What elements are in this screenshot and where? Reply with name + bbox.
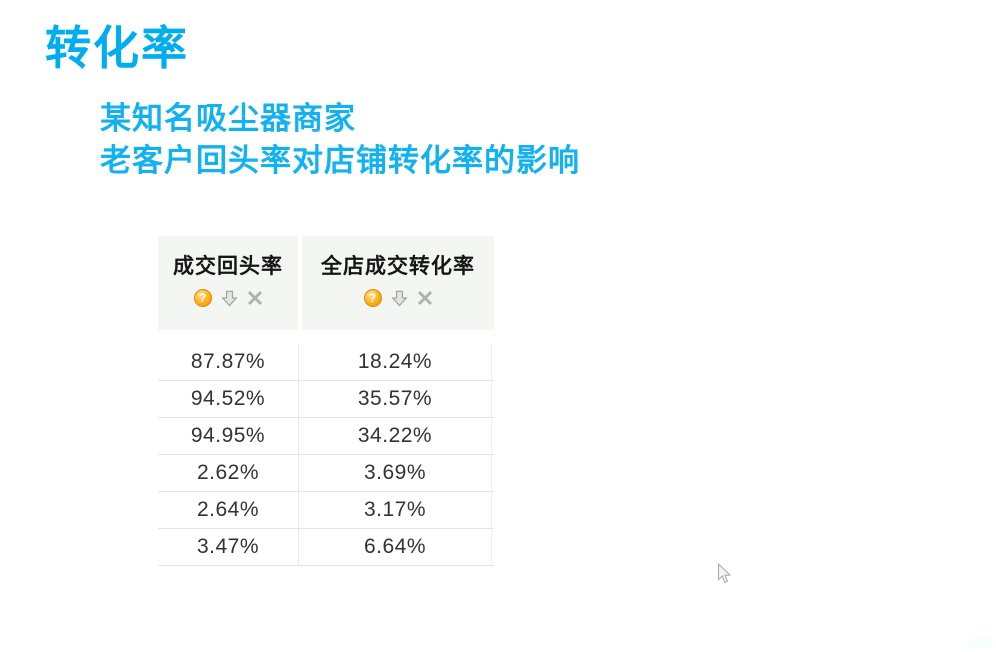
help-icon[interactable]: ? — [363, 289, 382, 307]
page-title: 转化率 — [45, 22, 189, 74]
table-row: 87.87% 18.24% — [158, 344, 494, 381]
header-icon-group: ? — [193, 289, 263, 307]
column-header-label: 全店成交转化率 — [321, 255, 475, 278]
subtitle-line-2: 老客户回头率对店铺转化率的影响 — [100, 143, 580, 178]
cell-conversion-rate: 35.57% — [299, 381, 492, 417]
header-icon-group: ? — [363, 289, 433, 307]
cell-return-rate: 2.64% — [158, 492, 299, 528]
mouse-cursor-icon — [717, 562, 732, 590]
table-row: 2.62% 3.69% — [158, 455, 494, 492]
cell-return-rate: 94.52% — [158, 381, 299, 417]
subtitle-line-1: 某知名吸尘器商家 — [100, 101, 356, 136]
cell-return-rate: 94.95% — [158, 418, 299, 454]
cell-conversion-rate: 3.17% — [299, 492, 492, 528]
help-icon[interactable]: ? — [193, 289, 212, 307]
table-header-return-rate: 成交回头率 ? — [158, 236, 298, 330]
download-arrow-icon[interactable] — [390, 290, 408, 307]
column-header-label: 成交回头率 — [173, 255, 283, 278]
cell-return-rate: 87.87% — [158, 344, 299, 380]
table-row: 3.47% 6.64% — [158, 529, 494, 566]
close-icon[interactable] — [247, 290, 263, 306]
cell-return-rate: 3.47% — [158, 529, 299, 565]
table-body: 87.87% 18.24% 94.52% 35.57% 94.95% 34.22… — [158, 344, 494, 566]
table-row: 94.52% 35.57% — [158, 381, 494, 418]
table-header-row: 成交回头率 ? 全店成交转化率 ? — [158, 236, 494, 330]
conversion-table: 成交回头率 ? 全店成交转化率 ? — [158, 236, 494, 566]
cell-return-rate: 2.62% — [158, 455, 299, 491]
cell-conversion-rate: 34.22% — [299, 418, 492, 454]
cell-conversion-rate: 6.64% — [299, 529, 492, 565]
table-row: 2.64% 3.17% — [158, 492, 494, 529]
slide-subtitle: 某知名吸尘器商家 老客户回头率对店铺转化率的影响 — [100, 98, 580, 182]
download-arrow-icon[interactable] — [220, 290, 238, 307]
table-row: 94.95% 34.22% — [158, 418, 494, 455]
cell-conversion-rate: 18.24% — [299, 344, 492, 380]
corner-artifact — [968, 638, 994, 648]
close-icon[interactable] — [417, 290, 433, 306]
table-header-conversion-rate: 全店成交转化率 ? — [302, 236, 494, 330]
cell-conversion-rate: 3.69% — [299, 455, 492, 491]
